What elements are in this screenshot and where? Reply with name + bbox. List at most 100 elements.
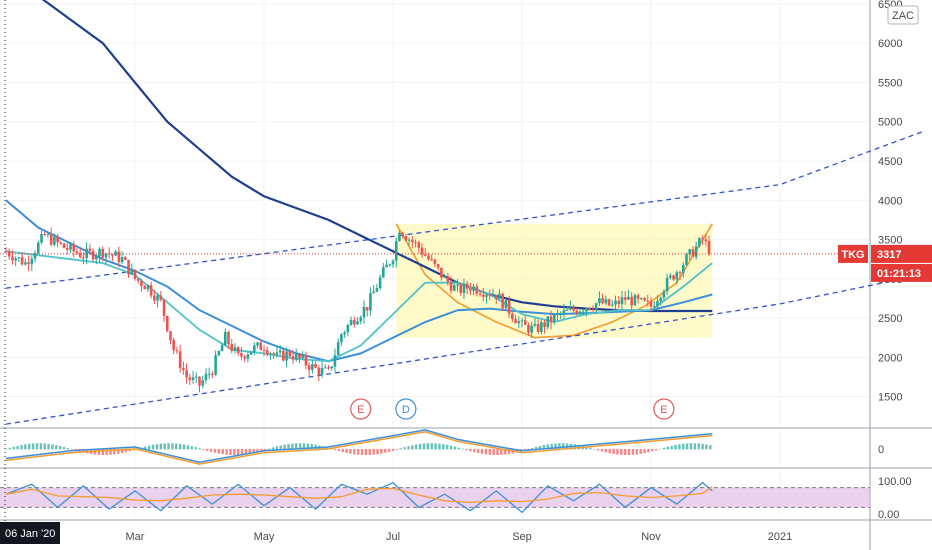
macd-histogram-bar bbox=[74, 448, 77, 451]
macd-histogram-bar bbox=[151, 444, 155, 450]
candle-body bbox=[430, 259, 433, 261]
price-tick-label: 2500 bbox=[878, 313, 902, 325]
macd-histogram-bar bbox=[147, 445, 151, 450]
candle-body bbox=[78, 253, 82, 258]
candle-body bbox=[552, 314, 556, 323]
candle-body bbox=[601, 298, 604, 304]
candle-body bbox=[356, 321, 359, 325]
candle-body bbox=[614, 300, 617, 305]
candle-body bbox=[685, 254, 688, 265]
candle-body bbox=[465, 283, 469, 289]
macd-histogram-bar bbox=[666, 446, 669, 450]
candle-body bbox=[98, 248, 101, 257]
event-label: E bbox=[660, 404, 667, 416]
candle-body bbox=[459, 284, 463, 293]
candle-body bbox=[159, 295, 163, 300]
macd-histogram-bar bbox=[523, 448, 526, 451]
candle-body bbox=[172, 340, 175, 351]
candle-body bbox=[201, 380, 205, 386]
candle-body bbox=[49, 234, 53, 245]
candle-body bbox=[420, 247, 424, 255]
candle-body bbox=[253, 345, 256, 352]
macd-histogram-bar bbox=[66, 447, 70, 450]
event-marker[interactable]: E bbox=[350, 398, 372, 420]
macd-histogram-bar bbox=[159, 443, 162, 450]
macd-histogram-bar bbox=[155, 444, 159, 450]
candle-body bbox=[385, 264, 388, 268]
candle-body bbox=[523, 320, 527, 325]
macd-histogram-bar bbox=[689, 443, 693, 450]
macd-histogram-bar bbox=[395, 448, 399, 450]
macd-histogram-bar bbox=[554, 443, 557, 450]
candle-body bbox=[604, 299, 608, 304]
candle-body bbox=[659, 297, 662, 302]
candle-body bbox=[704, 239, 708, 242]
macd-histogram-bar bbox=[28, 443, 31, 450]
candle-body bbox=[211, 373, 214, 375]
last-price-label: 3317 bbox=[877, 249, 901, 261]
candle-body bbox=[646, 300, 650, 302]
candle-body bbox=[27, 262, 30, 265]
event-marker[interactable]: E bbox=[653, 398, 675, 420]
candle-body bbox=[414, 241, 417, 243]
candle-body bbox=[627, 296, 630, 300]
macd-histogram-bar bbox=[562, 443, 565, 450]
macd-histogram-bar bbox=[682, 443, 685, 450]
candle-body bbox=[375, 288, 379, 292]
candle-body bbox=[53, 236, 56, 245]
candle-body bbox=[472, 286, 475, 291]
macd-histogram-bar bbox=[608, 448, 611, 454]
macd-histogram-bar bbox=[685, 443, 689, 450]
candle-body bbox=[504, 300, 508, 309]
candle-body bbox=[82, 257, 85, 259]
macd-histogram-bar bbox=[415, 444, 418, 450]
candle-body bbox=[95, 256, 98, 260]
candle-body bbox=[498, 293, 501, 300]
cursor-date-label: 06 Jan '20 bbox=[5, 528, 55, 540]
candle-body bbox=[691, 249, 695, 257]
candle-body bbox=[278, 350, 282, 353]
macd-histogram-bar bbox=[341, 448, 344, 453]
macd-histogram-bar bbox=[267, 448, 271, 450]
time-tick-label: Jul bbox=[386, 531, 400, 543]
candle-body bbox=[178, 351, 182, 368]
candle-body bbox=[359, 317, 363, 322]
candle-body bbox=[59, 242, 63, 244]
price-tick-label: 1500 bbox=[878, 392, 902, 404]
candle-body bbox=[549, 316, 553, 323]
candle-body bbox=[343, 332, 346, 335]
macd-histogram-bar bbox=[538, 445, 542, 450]
candle-body bbox=[43, 234, 46, 236]
currency-badge: ZAC bbox=[887, 5, 919, 25]
macd-histogram-bar bbox=[705, 444, 708, 450]
time-tick-label: Nov bbox=[641, 531, 661, 543]
symbol-label: TKG bbox=[841, 249, 864, 261]
candle-body bbox=[65, 247, 69, 250]
macd-histogram-bar bbox=[492, 448, 495, 456]
candle-body bbox=[672, 275, 675, 280]
macd-histogram-bar bbox=[527, 448, 530, 450]
macd-histogram-bar bbox=[654, 448, 658, 451]
macd-histogram-bar bbox=[418, 443, 422, 450]
candle-body bbox=[440, 267, 443, 278]
stochastic-k-line bbox=[5, 481, 713, 514]
event-marker[interactable]: D bbox=[395, 398, 417, 420]
candle-body bbox=[17, 257, 21, 259]
candle-body bbox=[620, 297, 624, 305]
macd-histogram-bar bbox=[434, 443, 437, 450]
macd-histogram-bar bbox=[376, 448, 379, 455]
candle-body bbox=[694, 246, 698, 257]
candle-body bbox=[265, 350, 269, 355]
candle-body bbox=[488, 294, 492, 296]
macd-histogram-bar bbox=[302, 443, 306, 450]
candle-body bbox=[230, 343, 234, 351]
macd-histogram-bar bbox=[658, 448, 662, 450]
macd-histogram-bar bbox=[124, 448, 128, 453]
countdown-label: 01:21:13 bbox=[877, 268, 921, 280]
candle-body bbox=[191, 377, 195, 380]
candle-body bbox=[394, 241, 398, 261]
candle-body bbox=[436, 264, 440, 268]
candle-body bbox=[417, 242, 421, 248]
macd-histogram-bar bbox=[4, 448, 8, 450]
